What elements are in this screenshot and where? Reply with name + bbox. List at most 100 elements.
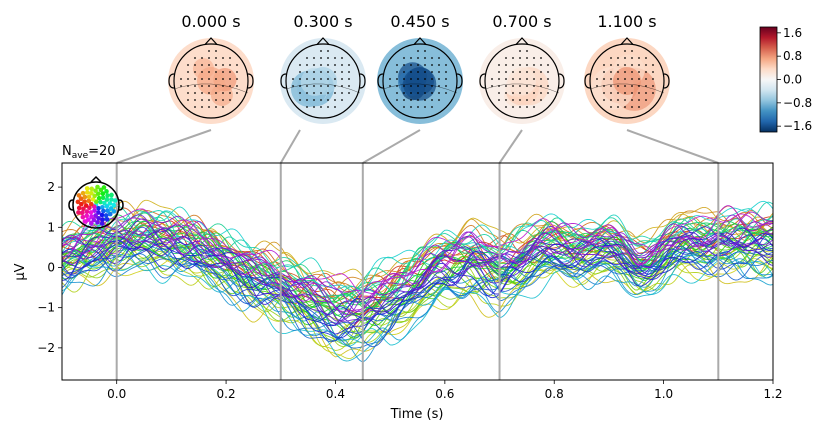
sensor-dot — [526, 57, 528, 59]
sensor-dot — [512, 106, 514, 108]
inset-sensor — [99, 221, 105, 226]
sensor-dot — [624, 99, 626, 101]
sensor-dot — [631, 50, 633, 52]
x-tick-label: 0.2 — [217, 387, 236, 401]
inset-sensor — [84, 209, 90, 214]
sensor-dot — [306, 71, 308, 73]
inset-sensor — [107, 211, 113, 217]
channel-trace — [62, 215, 773, 313]
sensor-dot — [208, 50, 210, 52]
sensor-dot — [526, 64, 528, 66]
sensor-dot — [417, 85, 419, 87]
sensor-dot — [638, 71, 640, 73]
sensor-dot — [505, 106, 507, 108]
inset-sensor — [76, 210, 81, 215]
sensor-dot — [540, 71, 542, 73]
inset-sensor — [100, 191, 106, 196]
inset-sensor — [78, 201, 84, 207]
sensor-dot — [596, 78, 598, 80]
topomap-title: 0.000 s — [181, 12, 240, 31]
inset-sensor — [93, 188, 98, 193]
sensor-dot — [334, 99, 336, 101]
sensor-dot — [306, 92, 308, 94]
sensor-dot — [201, 106, 203, 108]
sensor-dot — [187, 92, 189, 94]
sensor-dot — [222, 85, 224, 87]
inset-sensor — [89, 190, 94, 196]
sensor-dot — [306, 57, 308, 59]
inset-sensor — [85, 190, 90, 195]
sensor-dot — [222, 99, 224, 101]
connector-line — [626, 129, 719, 164]
sensor-dot — [396, 92, 398, 94]
sensor-dot — [603, 78, 605, 80]
sensor-dot — [445, 64, 447, 66]
sensor-dot — [313, 57, 315, 59]
sensor-dot — [547, 64, 549, 66]
plot-frame — [61, 162, 774, 381]
inset-sensor — [88, 201, 94, 207]
sensor-dot — [313, 85, 315, 87]
sensor-dot — [194, 78, 196, 80]
sensor-dot — [229, 64, 231, 66]
sensor-dot — [652, 78, 654, 80]
sensor-dot — [320, 50, 322, 52]
nose — [515, 37, 529, 45]
sensor-dot — [540, 64, 542, 66]
inset-sensor — [98, 187, 104, 193]
sensor-dot — [334, 85, 336, 87]
channel-trace — [62, 214, 773, 325]
channel-trace — [62, 246, 773, 360]
sensor-dot — [208, 64, 210, 66]
sensor-dot — [617, 57, 619, 59]
sensor-dot — [638, 78, 640, 80]
connector-line — [498, 129, 523, 164]
sensor-dot — [222, 71, 224, 73]
topomap-core — [508, 67, 536, 95]
sensor-dot — [519, 78, 521, 80]
sensor-dot — [327, 64, 329, 66]
sensor-dot — [313, 71, 315, 73]
sensor-dot — [631, 57, 633, 59]
sensor-dot — [187, 99, 189, 101]
y-tick-label: 2 — [47, 180, 55, 194]
sensor-dot — [617, 99, 619, 101]
y-axis-label: µV — [13, 263, 28, 280]
inset-sensor — [80, 210, 85, 216]
sensor-dot — [631, 71, 633, 73]
inset-sensor — [100, 204, 105, 210]
sensor-dot — [431, 99, 433, 101]
sensor-dot — [438, 92, 440, 94]
sensor-dot — [631, 78, 633, 80]
sensor-dot — [341, 71, 343, 73]
sensor-dot — [410, 85, 412, 87]
topomap-title: 0.300 s — [293, 12, 352, 31]
inset-sensor — [88, 210, 94, 215]
sensor-dot — [438, 57, 440, 59]
x-tick-label: 0.6 — [435, 387, 454, 401]
sensor-dot — [638, 92, 640, 94]
sensor-dot — [512, 71, 514, 73]
nave-label: Nave=20 — [62, 144, 116, 161]
sensor-dot — [438, 78, 440, 80]
inset-sensor — [76, 205, 82, 211]
connector-line — [279, 129, 301, 164]
inset-sensor — [91, 217, 97, 223]
sensor-dot — [215, 106, 217, 108]
sensor-dot — [201, 64, 203, 66]
head-outline — [589, 43, 665, 119]
inset-sensor — [103, 213, 109, 218]
sensor-dot — [334, 106, 336, 108]
y-tick-label: −2 — [37, 341, 55, 355]
sensor-dot — [526, 50, 528, 52]
sensor-dot — [526, 78, 528, 80]
sensor-dot — [540, 92, 542, 94]
head-outline — [484, 43, 560, 119]
sensor-dot — [341, 78, 343, 80]
head-outline — [285, 43, 361, 119]
topomap-core — [309, 67, 337, 95]
inset-sensor — [104, 217, 110, 222]
right-ear — [247, 73, 254, 89]
inset-sensor — [93, 213, 99, 218]
sensor-dot — [389, 78, 391, 80]
